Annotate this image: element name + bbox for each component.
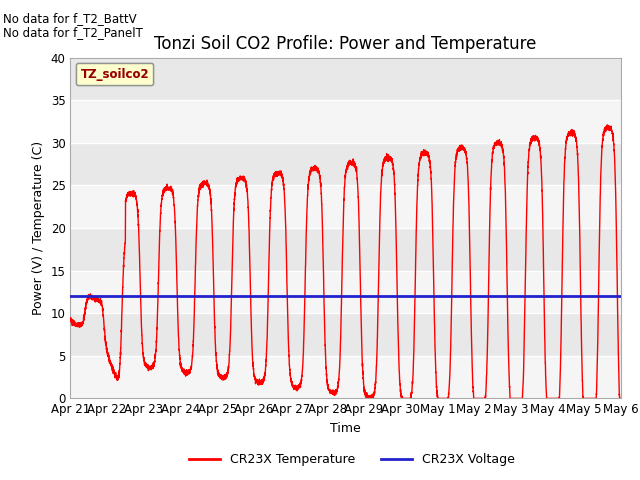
Title: Tonzi Soil CO2 Profile: Power and Temperature: Tonzi Soil CO2 Profile: Power and Temper… xyxy=(154,35,537,53)
Legend:  xyxy=(76,63,154,85)
Legend: CR23X Temperature, CR23X Voltage: CR23X Temperature, CR23X Voltage xyxy=(184,448,520,471)
Bar xyxy=(70,143,621,185)
Bar xyxy=(70,271,621,313)
Bar xyxy=(70,356,621,398)
Bar xyxy=(70,58,621,100)
Bar xyxy=(70,228,621,271)
X-axis label: Time: Time xyxy=(330,422,361,435)
Bar xyxy=(70,313,621,356)
Text: No data for f_T2_BattV: No data for f_T2_BattV xyxy=(3,12,137,24)
Bar xyxy=(70,100,621,143)
Y-axis label: Power (V) / Temperature (C): Power (V) / Temperature (C) xyxy=(32,141,45,315)
Bar xyxy=(70,185,621,228)
Text: No data for f_T2_PanelT: No data for f_T2_PanelT xyxy=(3,26,143,39)
